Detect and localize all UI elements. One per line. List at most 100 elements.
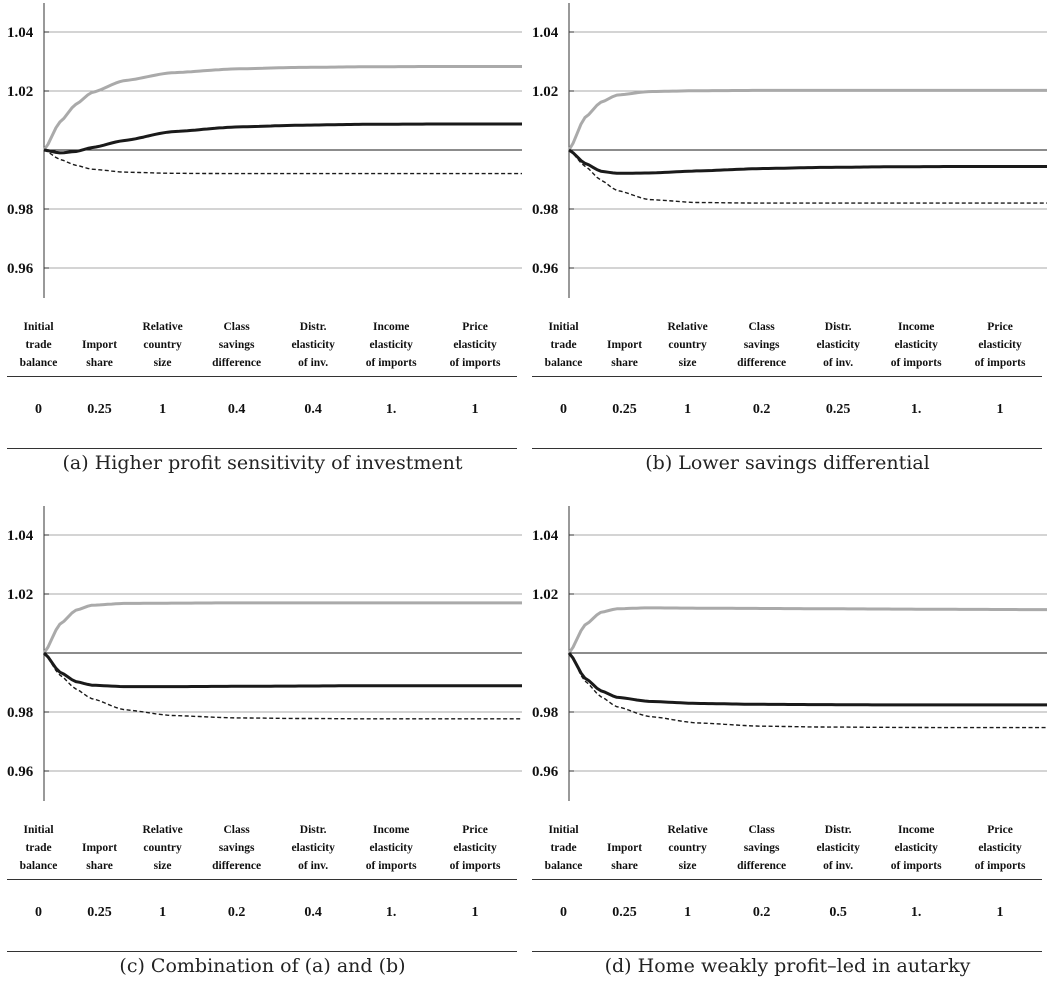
parameter-header-line: of inv. [298, 357, 329, 369]
parameters-table: Initial trade balance Import share Relative co… [532, 306, 1042, 449]
parameter-header-line: Distr. [824, 321, 852, 333]
parameter-value: 1. [349, 879, 434, 952]
y-tick-label: 0.98 [532, 202, 558, 218]
parameter-header: Initial trade balance [7, 809, 71, 880]
parameter-value: 1. [874, 376, 959, 449]
parameter-header-line: Class [223, 824, 250, 836]
parameter-header-line: size [153, 357, 172, 369]
parameter-value: 0.4 [277, 879, 350, 952]
parameter-value: 1 [433, 879, 517, 952]
parameter-value: 0 [532, 879, 596, 952]
parameter-header-line: Relative [667, 824, 708, 836]
parameter-value: 0.25 [70, 879, 130, 952]
series-line-gray [567, 606, 1047, 654]
parameter-header-line: Class [223, 321, 250, 333]
parameter-header-line: balance [544, 357, 583, 369]
y-tick-label: 0.98 [532, 705, 558, 721]
y-tick-label: 1.04 [7, 25, 34, 41]
parameter-header: Distr. elasticity of inv. [277, 809, 350, 880]
parameter-header-line: trade [550, 842, 577, 854]
parameter-value: 1 [958, 376, 1042, 449]
parameter-header: Relative country size [129, 306, 197, 377]
panel-caption: (a) Higher profit sensitivity of investm… [62, 452, 463, 474]
parameter-header-line: Import [81, 339, 118, 351]
parameters-header-row: Initial trade balance Import share Relative co… [7, 809, 517, 880]
parameter-header-line: of imports [974, 357, 1026, 369]
parameter-header: Class savings difference [196, 809, 278, 880]
parameter-header-line: of imports [365, 860, 417, 872]
y-tick-label: 0.96 [7, 261, 34, 277]
parameter-header-line: savings [743, 339, 780, 351]
parameter-header: Class savings difference [196, 306, 278, 377]
y-tick-label: 1.02 [7, 84, 33, 100]
parameter-value: 0.5 [802, 879, 875, 952]
parameter-header-line: elasticity [816, 842, 860, 854]
series-line-black-thick [42, 651, 522, 689]
parameter-header: Price elasticity of imports [958, 809, 1042, 880]
y-tick-label: 0.98 [7, 705, 33, 721]
parameter-header-line: Relative [667, 321, 708, 333]
y-tick-label: 0.98 [7, 202, 33, 218]
parameter-value: 1 [654, 879, 722, 952]
y-tick-label: 0.96 [532, 261, 559, 277]
parameter-header-line: country [143, 339, 182, 351]
parameter-header-line: Distr. [299, 321, 327, 333]
panel-c: 0.96 0.98 1.02 1.04 Initial trade balance Impor… [0, 503, 525, 1006]
parameter-header-line: Income [897, 824, 935, 836]
parameter-header-line: trade [25, 339, 52, 351]
parameter-header-line: Price [987, 824, 1013, 836]
parameter-header-line: difference [737, 860, 787, 872]
parameter-header: Income elasticity of imports [349, 809, 434, 880]
parameter-header-line: balance [544, 860, 583, 872]
parameter-header-line: balance [19, 860, 58, 872]
parameter-header: Initial trade balance [7, 306, 71, 377]
parameters-header-row: Initial trade balance Import share Relative co… [532, 809, 1042, 880]
parameter-header-line: difference [212, 357, 262, 369]
chart-plot: 0.96 0.98 1.02 1.04 [532, 3, 1047, 298]
panel-b: 0.96 0.98 1.02 1.04 Initial trade balance Impor… [525, 0, 1050, 503]
parameters-table: Initial trade balance Import share Relative co… [532, 809, 1042, 952]
parameter-header: Import share [595, 809, 655, 880]
y-tick-label: 1.02 [532, 84, 558, 100]
parameter-header-line: size [678, 860, 697, 872]
y-tick-label: 1.02 [532, 587, 558, 603]
parameter-header-line: country [143, 842, 182, 854]
parameter-header-line: share [611, 860, 638, 872]
chart-plot: 0.96 0.98 1.02 1.04 [7, 3, 522, 298]
parameter-header-line: balance [19, 357, 58, 369]
parameter-header-line: Class [748, 824, 775, 836]
parameter-header-line: Initial [548, 824, 579, 836]
parameter-header: Import share [70, 809, 130, 880]
parameter-header-line: Import [606, 339, 643, 351]
parameter-header-line: Relative [142, 321, 183, 333]
parameter-header-line: share [86, 357, 113, 369]
parameter-header-line: Price [462, 824, 488, 836]
series-line-dashed [568, 149, 1047, 204]
parameter-header-line: Distr. [299, 824, 327, 836]
parameter-value: 0.25 [70, 376, 130, 449]
parameter-value: 0 [7, 376, 71, 449]
parameter-header-line: size [153, 860, 172, 872]
parameters-header-row: Initial trade balance Import share Relative co… [7, 306, 517, 377]
parameter-header: Distr. elasticity of inv. [802, 809, 875, 880]
parameter-header-line: share [86, 860, 113, 872]
parameter-header-line: size [678, 357, 697, 369]
panel-caption: (b) Lower savings differential [645, 452, 930, 474]
parameter-header-line: elasticity [894, 339, 938, 351]
y-tick-label: 1.02 [7, 587, 33, 603]
parameter-header: Income elasticity of imports [349, 306, 434, 377]
chart-plot: 0.96 0.98 1.02 1.04 [7, 506, 522, 801]
parameter-header-line: Income [372, 824, 410, 836]
panel-a: 0.96 0.98 1.02 1.04 Initial trade balance Impor… [0, 0, 525, 503]
parameters-value-row: 0 0.25 1 0.4 0.4 1. 1 [7, 376, 517, 449]
parameters-table: Initial trade balance Import share Relative co… [7, 809, 517, 952]
parameter-header-line: elasticity [453, 339, 497, 351]
parameter-value: 1 [129, 879, 197, 952]
parameter-header-line: trade [25, 842, 52, 854]
parameter-header: Price elasticity of imports [433, 306, 517, 377]
parameters-header-row: Initial trade balance Import share Relative co… [532, 306, 1042, 377]
series-line-black-thick [43, 122, 522, 155]
parameter-value: 0 [7, 879, 71, 952]
parameter-header-line: trade [550, 339, 577, 351]
panel-caption: (c) Combination of (a) and (b) [119, 955, 406, 977]
